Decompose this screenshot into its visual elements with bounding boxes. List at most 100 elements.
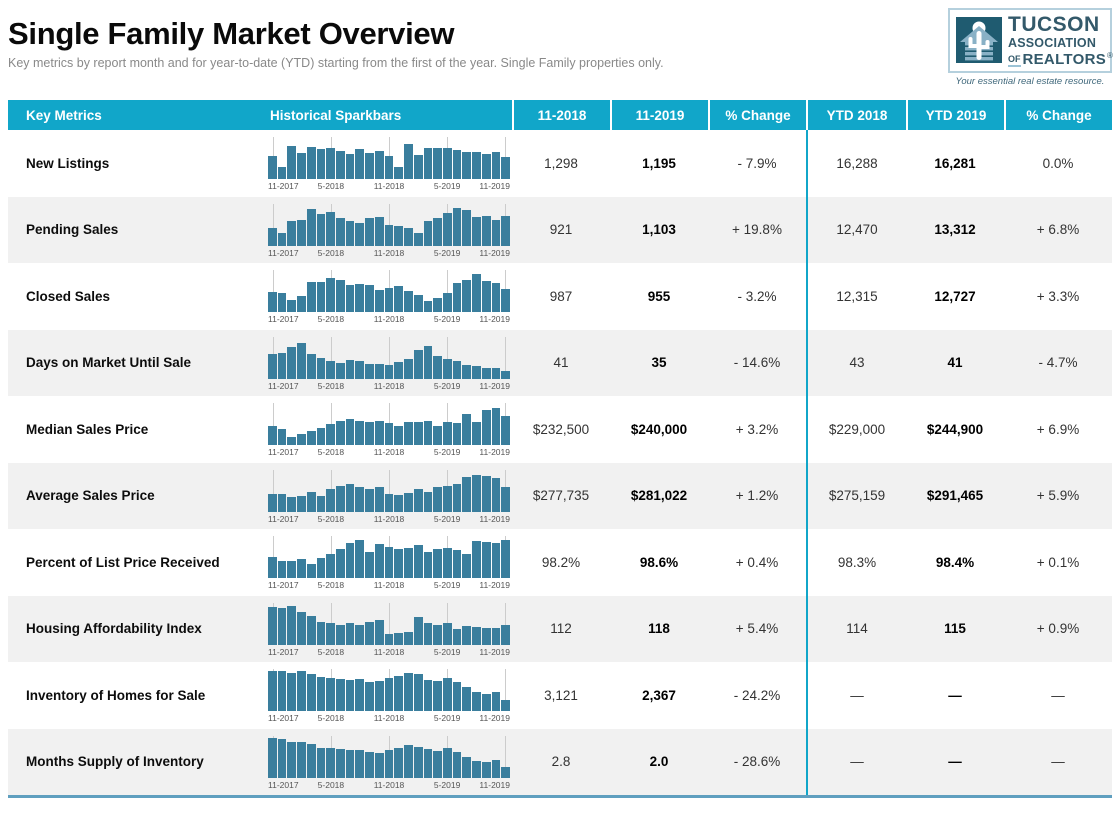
- axis-tick-label: 11-2019: [479, 646, 510, 657]
- sparkbar-axis: 11-2017 5-2018 11-2018 5-2019 11-2019: [268, 646, 510, 657]
- sparkbar-cell: 11-2017 5-2018 11-2018 5-2019 11-2019: [262, 130, 512, 197]
- spark-bar: [316, 282, 326, 313]
- spark-bar: [384, 677, 394, 712]
- column-header-month-2018: 11-2018: [512, 100, 610, 130]
- spark-bar: [287, 497, 297, 512]
- spark-bar: [336, 485, 345, 512]
- value-month-2018: 3,121: [544, 687, 578, 703]
- spark-bar: [404, 228, 413, 246]
- table-row: Percent of List Price Received 11-2017 5-…: [8, 529, 1112, 596]
- spark-bar: [384, 546, 394, 579]
- spark-bar: [316, 495, 326, 512]
- value-ytd-change: + 3.3%: [1036, 288, 1080, 304]
- sparkbar-cell: 11-2017 5-2018 11-2018 5-2019 11-2019: [262, 729, 512, 796]
- sparkbar-plot: [268, 403, 510, 446]
- axis-tick-label: 11-2017: [268, 447, 299, 458]
- value-month-change: + 19.8%: [732, 222, 782, 238]
- spark-bar: [491, 760, 501, 778]
- page-subtitle: Key metrics by report month and for year…: [8, 56, 664, 70]
- spark-bar: [297, 559, 306, 579]
- spark-bar: [394, 747, 404, 778]
- axis-tick-label: 5-2019: [433, 181, 461, 192]
- spark-bar: [442, 358, 452, 379]
- spark-bar: [423, 221, 433, 246]
- sparkbar-plot: [268, 337, 510, 379]
- spark-bar: [277, 607, 287, 645]
- axis-tick-label: 11-2018: [373, 646, 405, 657]
- value-ytd-2018: $275,159: [806, 462, 906, 529]
- value-month-change: - 3.2%: [737, 288, 777, 304]
- spark-bar: [491, 151, 501, 180]
- sparkbar-chart: 11-2017 5-2018 11-2018 5-2019 11-2019: [268, 536, 510, 590]
- spark-bar: [326, 553, 336, 579]
- logo-realtors-label: REALTORS: [1022, 50, 1107, 68]
- value-month-2019: $281,022: [630, 488, 688, 504]
- axis-tick-label: 11-2018: [373, 580, 405, 591]
- spark-bar: [404, 673, 413, 712]
- spark-bar: [394, 166, 404, 180]
- spark-bar: [345, 679, 355, 712]
- spark-bar: [452, 149, 462, 180]
- spark-bar: [287, 347, 297, 379]
- spark-bar: [306, 282, 316, 313]
- sparkbar-cell: 11-2017 5-2018 11-2018 5-2019 11-2019: [262, 463, 512, 530]
- spark-bar: [423, 346, 433, 379]
- spark-bar: [472, 151, 481, 180]
- spark-bar: [462, 152, 472, 180]
- spark-bar: [365, 422, 374, 446]
- spark-bar: [336, 420, 345, 446]
- spark-bar: [491, 542, 501, 579]
- value-ytd-change: —: [1051, 754, 1065, 770]
- axis-tick-label: 11-2018: [373, 380, 405, 391]
- sparkbar-chart: 11-2017 5-2018 11-2018 5-2019 11-2019: [268, 137, 510, 191]
- spark-bar: [336, 218, 345, 246]
- spark-bar: [326, 212, 336, 246]
- spark-bar: [316, 149, 326, 180]
- spark-bar: [413, 233, 423, 246]
- spark-bar: [462, 756, 472, 778]
- column-header-month-2019: 11-2019: [610, 100, 708, 130]
- spark-bar: [491, 691, 501, 712]
- axis-tick-label: 5-2018: [317, 447, 345, 458]
- axis-tick-label: 5-2018: [317, 580, 345, 591]
- value-ytd-change: —: [1051, 687, 1065, 703]
- axis-tick-label: 11-2018: [373, 447, 405, 458]
- spark-bar: [442, 485, 452, 512]
- spark-bar: [316, 427, 326, 446]
- spark-bar: [345, 542, 355, 579]
- spark-bar: [452, 423, 462, 446]
- sparkbar-chart: 11-2017 5-2018 11-2018 5-2019 11-2019: [268, 669, 510, 723]
- value-ytd-change: - 4.7%: [1038, 355, 1078, 371]
- spark-bar: [442, 422, 452, 446]
- sparkbar-plot: [268, 137, 510, 180]
- value-ytd-2019: $244,900: [926, 421, 984, 437]
- spark-bar: [472, 217, 481, 246]
- spark-bar: [268, 606, 277, 645]
- axis-gridline: [389, 602, 390, 645]
- spark-bar: [472, 422, 481, 446]
- spark-bar: [433, 218, 442, 246]
- axis-tick-label: 11-2017: [268, 513, 299, 524]
- spark-bar: [394, 225, 404, 246]
- spark-bar: [326, 677, 336, 712]
- spark-bar: [442, 748, 452, 778]
- spark-bar: [423, 491, 433, 512]
- value-ytd-change: + 0.9%: [1036, 621, 1080, 637]
- axis-gridline: [505, 336, 507, 379]
- axis-gridline: [272, 270, 274, 313]
- spark-bar: [384, 156, 394, 180]
- metric-name: Months Supply of Inventory: [26, 754, 204, 770]
- sparkbar-axis: 11-2017 5-2018 11-2018 5-2019 11-2019: [268, 380, 510, 391]
- axis-gridline: [389, 336, 390, 379]
- spark-bar: [306, 563, 316, 579]
- spark-bar: [268, 557, 277, 579]
- value-ytd-2019: 16,281: [934, 155, 976, 171]
- spark-bar: [423, 552, 433, 579]
- spark-bar: [374, 420, 384, 446]
- spark-bar: [365, 363, 374, 379]
- spark-bar: [491, 627, 501, 645]
- spark-bar: [394, 286, 404, 313]
- spark-bar: [413, 154, 423, 180]
- value-month-2019: 2.0: [649, 754, 669, 770]
- spark-bar: [472, 366, 481, 379]
